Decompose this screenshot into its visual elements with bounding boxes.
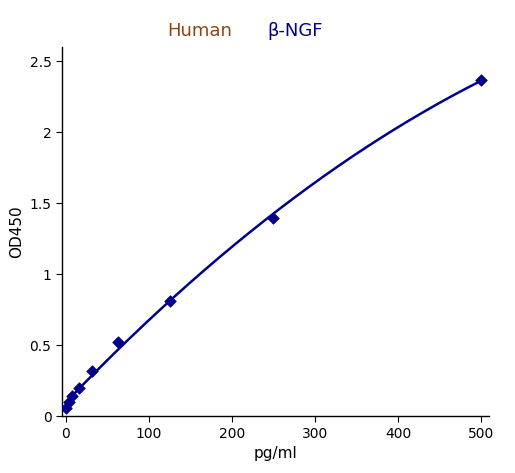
X-axis label: pg/ml: pg/ml bbox=[254, 446, 297, 461]
Point bbox=[68, 393, 77, 400]
Text: Human: Human bbox=[167, 22, 232, 40]
Text: β-NGF: β-NGF bbox=[268, 22, 323, 40]
Point bbox=[114, 339, 122, 346]
Point bbox=[65, 398, 73, 406]
Point bbox=[75, 384, 83, 392]
Point bbox=[269, 214, 278, 221]
Y-axis label: OD450: OD450 bbox=[9, 205, 24, 258]
Point bbox=[88, 367, 96, 375]
Point bbox=[62, 404, 70, 412]
Point bbox=[166, 298, 174, 305]
Point bbox=[477, 76, 485, 84]
